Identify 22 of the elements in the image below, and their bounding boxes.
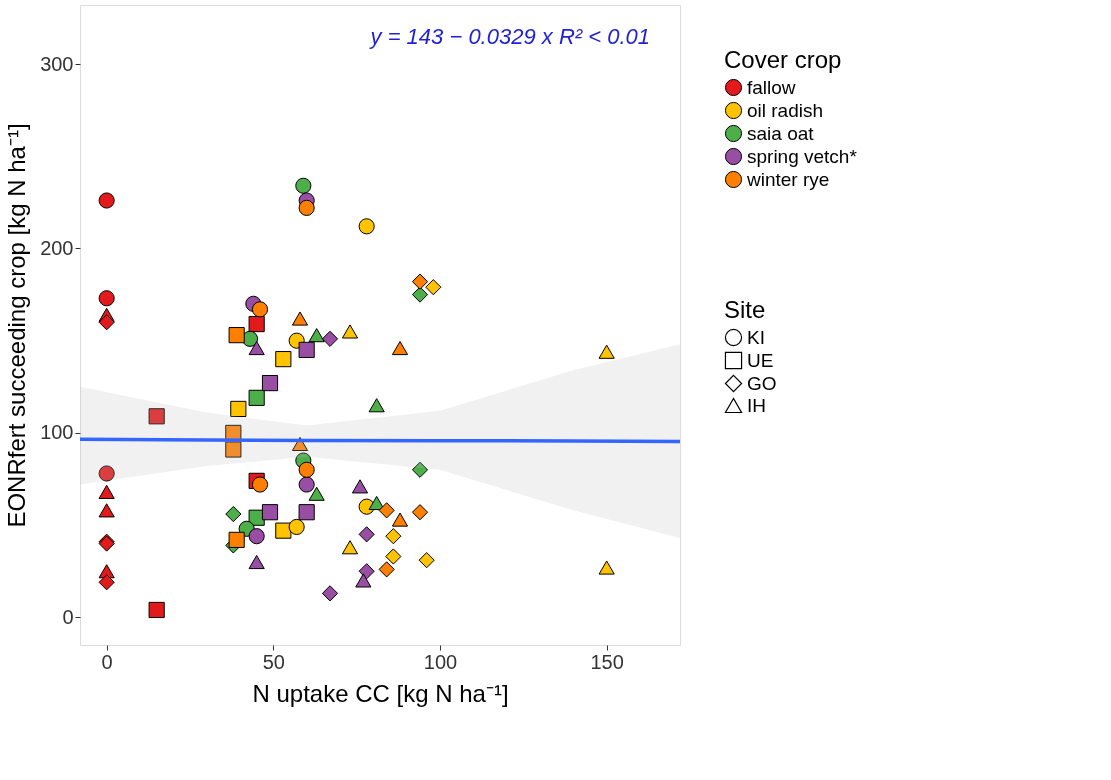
legend-label: winter rye [746, 168, 830, 190]
legend-label: oil radish [747, 99, 824, 121]
x-axis-title: N uptake CC [kg N ha⁻¹] [252, 679, 509, 707]
y-axis-title: EONRfert succeeding crop [kg N ha⁻¹] [3, 123, 31, 528]
legend-label: spring vetch* [747, 145, 858, 167]
legend-label: saia oat [747, 122, 815, 144]
y-tick-label: 200 [40, 236, 74, 259]
x-tick-label: 100 [423, 650, 458, 673]
x-tick-label: 150 [590, 650, 624, 673]
text: Site [724, 296, 766, 323]
x-tick-label: 0 [101, 650, 113, 673]
legend-label: GO [747, 372, 777, 394]
text: Cover crop [724, 46, 842, 73]
y-tick-label: 300 [40, 52, 74, 75]
legend-label: IH [747, 394, 766, 416]
legend-label: KI [747, 326, 765, 348]
y-tick-label: 100 [40, 421, 74, 444]
annotation: y = 143 − 0.0329 x R² < 0.01 [368, 24, 650, 49]
legend-label: UE [747, 349, 774, 371]
y-tick-label: 0 [62, 605, 74, 628]
x-tick-label: 50 [262, 650, 285, 673]
legend-label: fallow [747, 76, 796, 98]
